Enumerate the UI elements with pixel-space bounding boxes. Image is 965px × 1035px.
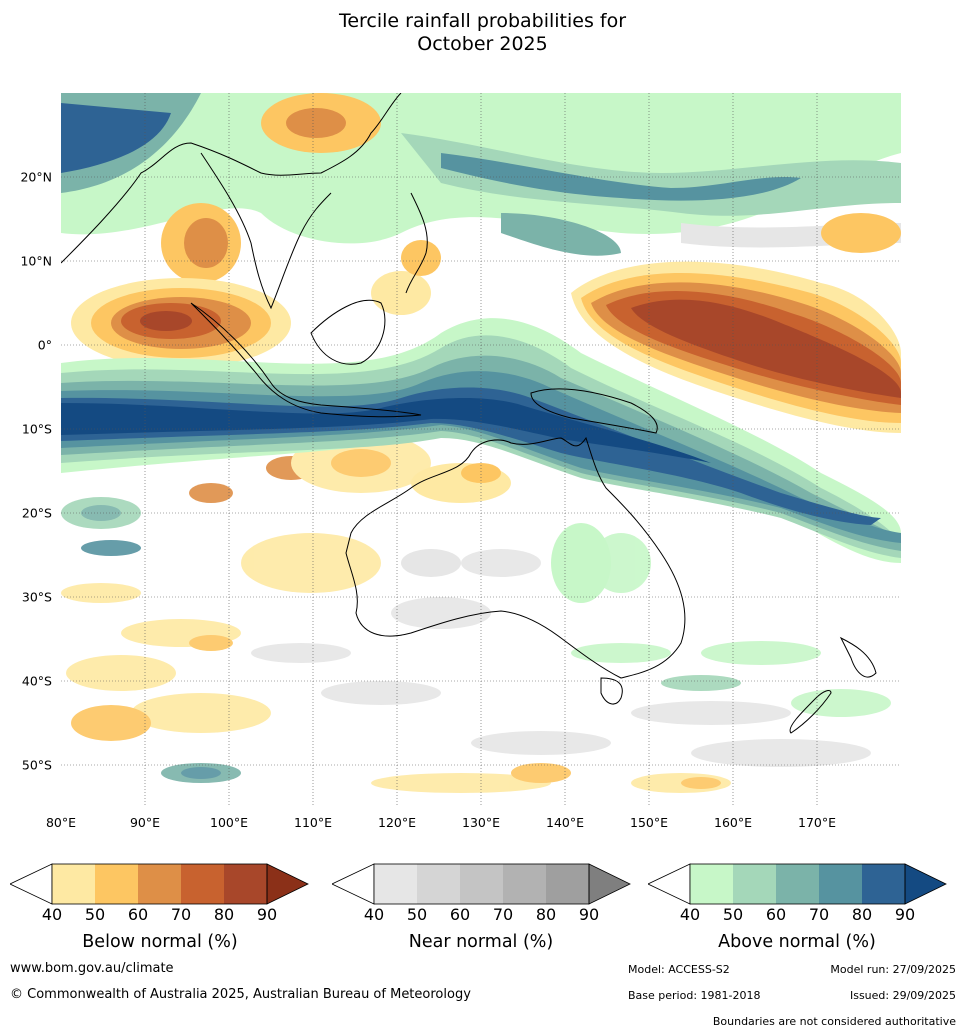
southern-wet-band: [61, 318, 901, 563]
title-line-1: Tercile rainfall probabilities for: [338, 10, 627, 32]
asia-coastline: [61, 93, 402, 264]
lat-label-30s: 30°S: [21, 589, 52, 605]
above-swatch-60: [776, 864, 819, 904]
background-patches: [61, 433, 891, 793]
below-swatch-70: [181, 864, 224, 904]
sumatra-java-outline: [190, 302, 422, 418]
below-tick-50: 50: [84, 905, 106, 924]
lon-label-160e: 160°E: [713, 815, 753, 830]
near-swatch-60: [460, 864, 503, 904]
legend-near-label: Near normal (%): [408, 932, 554, 952]
above-tick-60: 60: [765, 905, 787, 924]
colorbar-above: [648, 862, 948, 906]
probability-map: [61, 93, 901, 807]
near-tick-90: 90: [578, 905, 600, 924]
map-svg: [61, 93, 901, 807]
lon-label-140e: 140°E: [545, 815, 585, 830]
near-tick-80: 80: [535, 905, 557, 924]
lat-label-40s: 40°S: [21, 673, 52, 689]
near-tick-70: 70: [492, 905, 514, 924]
near-swatch-40: [374, 864, 417, 904]
below-tick-60: 60: [127, 905, 149, 924]
near-swatch-70: [503, 864, 546, 904]
colorbar-near: [332, 862, 632, 906]
lon-label-150e: 150°E: [629, 815, 669, 830]
lat-label-20n: 20°N: [20, 169, 52, 185]
tasmania-outline: [600, 677, 623, 705]
lon-label-110e: 110°E: [293, 815, 333, 830]
new-guinea-outline: [530, 388, 658, 434]
indochina-coastline: [200, 152, 332, 310]
below-swatch-80: [224, 864, 267, 904]
graticule: [61, 93, 901, 807]
footer-url[interactable]: www.bom.gov.au/climate: [10, 961, 174, 976]
lat-label-20s: 20°S: [21, 505, 52, 521]
map-title: Tercile rainfall probabilities for Octob…: [0, 10, 965, 56]
lon-label-80e: 80°E: [45, 815, 77, 830]
asia-dry-patches: [161, 93, 901, 315]
legend-above-label: Above normal (%): [718, 932, 876, 952]
australia-shading: [401, 463, 611, 603]
below-tick-80: 80: [213, 905, 235, 924]
above-tick-50: 50: [722, 905, 744, 924]
below-swatch-90: [266, 863, 309, 905]
title-line-2: October 2025: [417, 33, 548, 55]
pacific-dry: [571, 261, 901, 433]
footer-issued: Issued: 29/09/2025: [849, 989, 956, 1002]
below-tick-90: 90: [256, 905, 278, 924]
australia-outline: [345, 436, 686, 679]
lat-label-10s: 10°S: [21, 421, 52, 437]
below-swatch-50: [95, 864, 138, 904]
near-tick-40: 40: [363, 905, 385, 924]
lon-label-90e: 90°E: [129, 815, 161, 830]
new-zealand-outline: [789, 636, 877, 734]
lon-label-170e: 170°E: [797, 815, 837, 830]
above-swatch-80: [862, 864, 905, 904]
footer-model: Model: ACCESS-S2: [628, 963, 730, 976]
below-swatch-60: [138, 864, 181, 904]
above-tick-80: 80: [851, 905, 873, 924]
above-tick-90: 90: [894, 905, 916, 924]
below-swatch-40: [52, 864, 95, 904]
footer-model-run: Model run: 27/09/2025: [830, 963, 956, 976]
footer-disclaimer: Boundaries are not considered authoritat…: [712, 1015, 956, 1028]
above-swatch-70: [819, 864, 862, 904]
colorbar-near-svg: [332, 863, 631, 905]
philippines-outline: [405, 192, 428, 294]
lon-label-120e: 120°E: [377, 815, 417, 830]
lon-label-130e: 130°E: [461, 815, 501, 830]
lat-label-50s: 50°S: [21, 757, 52, 773]
lat-label-0: 0°: [37, 337, 52, 353]
near-swatch-80: [546, 864, 589, 904]
near-swatch-90: [588, 863, 631, 905]
colorbar-below-svg: [10, 863, 309, 905]
colorbar-below: [10, 862, 310, 906]
indian-ocean-dry: [71, 278, 291, 368]
below-tick-70: 70: [170, 905, 192, 924]
above-swatch-50: [733, 864, 776, 904]
above-tick-70: 70: [808, 905, 830, 924]
above-swatch-40: [690, 864, 733, 904]
colorbar-above-svg: [648, 863, 947, 905]
lon-label-100e: 100°E: [209, 815, 249, 830]
footer-copyright: © Commonwealth of Australia 2025, Austra…: [10, 987, 471, 1002]
footer-base-period: Base period: 1981-2018: [628, 989, 761, 1002]
near-swatch-50: [417, 864, 460, 904]
legend-below-label: Below normal (%): [82, 932, 238, 952]
above-swatch-90: [904, 863, 947, 905]
near-tick-50: 50: [406, 905, 428, 924]
below-tick-40: 40: [41, 905, 63, 924]
borneo-outline: [310, 299, 386, 365]
near-tick-60: 60: [449, 905, 471, 924]
lat-label-10n: 10°N: [20, 253, 52, 269]
above-tick-40: 40: [679, 905, 701, 924]
